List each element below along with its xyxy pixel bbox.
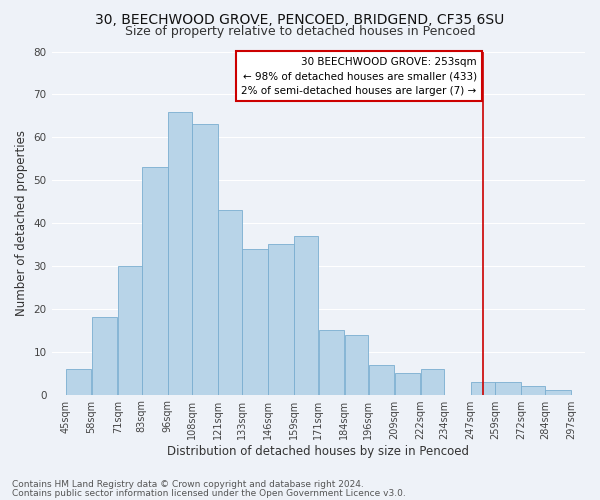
Bar (521, 386, 545, 394)
Text: Contains public sector information licensed under the Open Government Licence v3: Contains public sector information licen… (12, 488, 406, 498)
Text: 30, BEECHWOOD GROVE, PENCOED, BRIDGEND, CF35 6SU: 30, BEECHWOOD GROVE, PENCOED, BRIDGEND, … (95, 12, 505, 26)
Bar (368, 364, 394, 394)
Y-axis label: Number of detached properties: Number of detached properties (15, 130, 28, 316)
X-axis label: Distribution of detached houses by size in Pencoed: Distribution of detached houses by size … (167, 444, 469, 458)
Bar (395, 373, 420, 394)
Bar (118, 266, 142, 394)
Bar (142, 168, 167, 394)
Bar (495, 382, 521, 394)
Bar (168, 112, 191, 395)
Bar (218, 210, 242, 394)
Bar (242, 249, 268, 394)
Bar (344, 334, 368, 394)
Text: Size of property relative to detached houses in Pencoed: Size of property relative to detached ho… (125, 25, 475, 38)
Bar (92, 318, 118, 394)
Bar (268, 244, 294, 394)
Bar (192, 124, 218, 394)
Bar (471, 382, 494, 394)
Bar (319, 330, 344, 394)
Bar (421, 369, 445, 394)
Bar (545, 390, 571, 394)
Text: 30 BEECHWOOD GROVE: 253sqm
← 98% of detached houses are smaller (433)
2% of semi: 30 BEECHWOOD GROVE: 253sqm ← 98% of deta… (241, 56, 477, 96)
Bar (295, 236, 318, 394)
Bar (66, 369, 91, 394)
Text: Contains HM Land Registry data © Crown copyright and database right 2024.: Contains HM Land Registry data © Crown c… (12, 480, 364, 489)
